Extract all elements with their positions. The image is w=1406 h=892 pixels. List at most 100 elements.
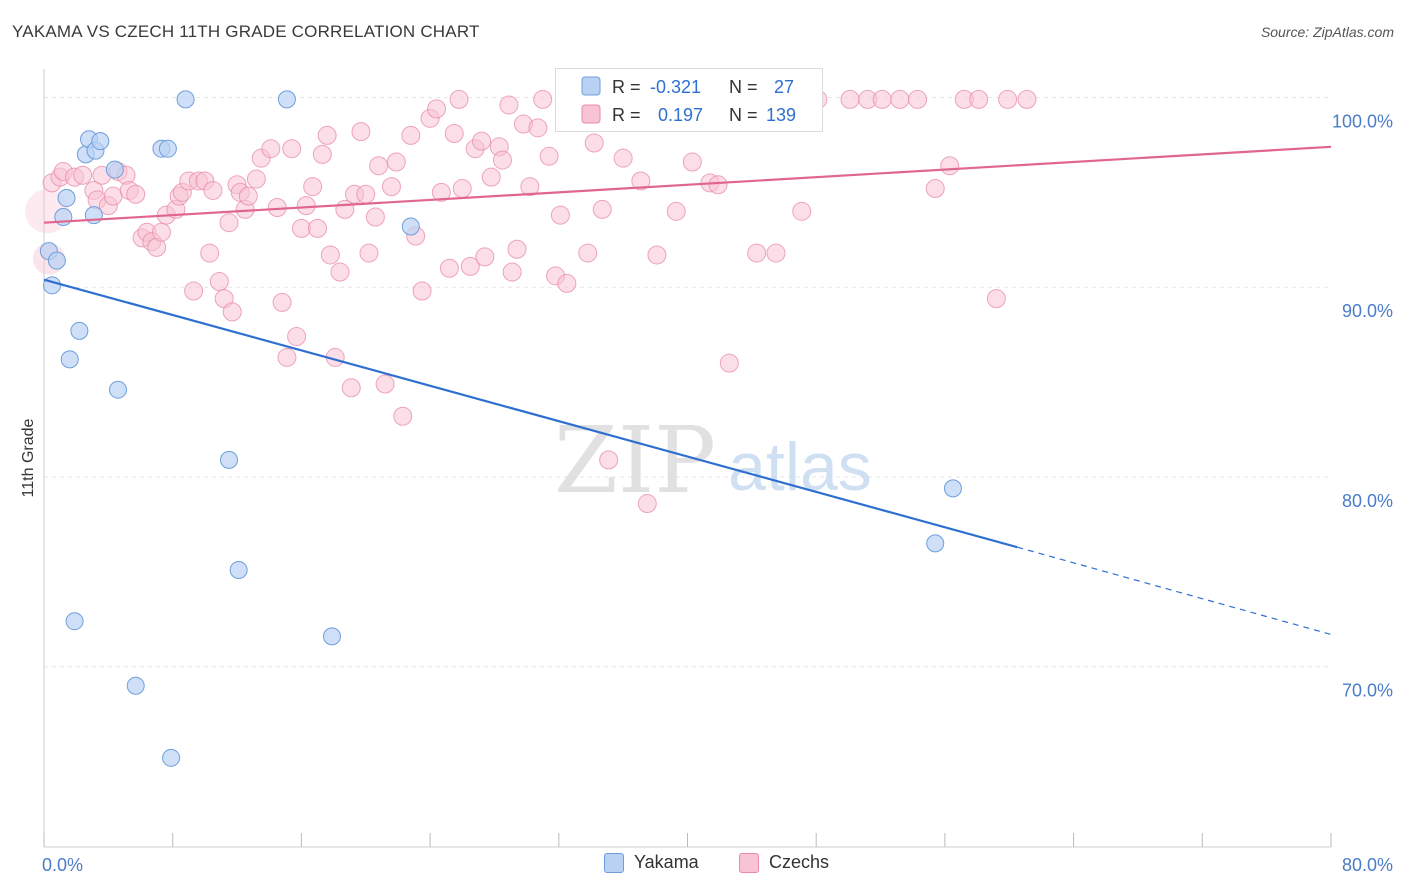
- legend-n-value-1: 27: [774, 77, 794, 97]
- czechs-points: [25, 87, 1037, 514]
- series-swatch-yakama: [604, 852, 624, 873]
- czechs-point-105: [647, 245, 667, 265]
- czechs-point-87: [520, 177, 540, 197]
- series-swatch-czechs: [739, 852, 759, 873]
- czechs-point-68: [412, 281, 432, 301]
- czechs-point-71: [431, 182, 451, 202]
- czechs-point-48: [307, 218, 327, 238]
- czechs-point-18: [151, 222, 171, 242]
- czechs-point-84: [502, 262, 522, 282]
- yakama-point-22: [322, 627, 341, 646]
- czechs-point-43: [282, 139, 302, 159]
- y-axis-label: 11th Grade: [20, 418, 37, 497]
- yakama-point-26: [926, 534, 945, 553]
- czechs-point-55: [341, 378, 361, 398]
- czechs-point-92: [550, 205, 570, 225]
- czechs-point-75: [452, 179, 472, 199]
- czechs-point-88: [528, 118, 548, 138]
- czechs-point-62: [375, 374, 395, 394]
- trend-lines: [43, 145, 1332, 636]
- czechs-point-83: [499, 95, 519, 115]
- yakama-trend-line: [43, 278, 1018, 549]
- czechs-point-65: [393, 406, 413, 426]
- czechs-point-73: [444, 124, 464, 144]
- czechs-point-74: [449, 89, 469, 109]
- legend-n-label-2: N =: [729, 105, 758, 125]
- yakama-point-10: [91, 132, 110, 151]
- series-legend-item-czechs: Czechs: [739, 852, 829, 873]
- czechs-point-90: [539, 146, 559, 166]
- czechs-point-46: [296, 196, 316, 216]
- czechs-point-98: [592, 199, 612, 219]
- series-label-yakama: Yakama: [634, 852, 699, 872]
- czechs-point-107: [666, 201, 686, 221]
- czechs-point-111: [708, 175, 728, 195]
- y-tick-label-3: 100.0%: [1332, 111, 1393, 131]
- czechs-point-24: [184, 281, 204, 301]
- yakama-point-23: [126, 676, 145, 695]
- czechs-point-51: [320, 245, 340, 265]
- czechs-point-124: [908, 89, 928, 109]
- czechs-point-108: [682, 152, 702, 172]
- czechs-point-130: [998, 89, 1018, 109]
- czechs-point-115: [747, 243, 767, 263]
- czechs-point-53: [330, 262, 350, 282]
- czechs-point-45: [291, 218, 311, 238]
- czechs-point-60: [365, 207, 385, 227]
- czechs-point-63: [381, 177, 401, 197]
- legend-r-label-2: R =: [612, 105, 641, 125]
- czechs-point-99: [599, 450, 619, 470]
- yakama-point-6: [70, 321, 89, 340]
- czechs-point-97: [584, 133, 604, 153]
- y-tick-label-2: 90.0%: [1342, 301, 1393, 321]
- series-legend-item-yakama: Yakama: [604, 852, 699, 873]
- czechs-point-101: [613, 148, 633, 168]
- czechs-point-64: [386, 152, 406, 172]
- legend-r-value-2: 0.197: [658, 105, 703, 125]
- chart-title: YAKAMA VS CZECH 11TH GRADE CORRELATION C…: [12, 22, 480, 41]
- series-label-czechs: Czechs: [769, 852, 830, 872]
- czechs-point-36: [238, 186, 258, 206]
- czechs-point-78: [472, 131, 492, 151]
- yakama-point-19: [220, 450, 239, 469]
- yakama-point-4: [57, 189, 76, 208]
- czechs-point-126: [940, 156, 960, 176]
- yakama-point-15: [158, 139, 177, 158]
- legend-n-value-2: 139: [766, 105, 796, 125]
- czechs-point-13: [126, 184, 146, 204]
- czechs-point-103: [631, 171, 651, 191]
- yakama-point-1: [47, 251, 66, 270]
- y-tick-label-1: 80.0%: [1342, 491, 1393, 511]
- czechs-point-123: [890, 89, 910, 109]
- czechs-point-49: [312, 144, 332, 164]
- yakama-points: [39, 90, 962, 767]
- czechs-point-72: [439, 258, 459, 278]
- x-tick-label-1: 80.0%: [1342, 855, 1393, 875]
- x-tick-label-0: 0.0%: [42, 855, 83, 875]
- czechs-point-50: [317, 125, 337, 145]
- czechs-point-132: [766, 243, 786, 263]
- yakama-point-20: [229, 560, 248, 579]
- czechs-point-37: [246, 169, 266, 189]
- watermark: ZIP atlas: [554, 407, 872, 514]
- czechs-point-129: [986, 289, 1006, 309]
- correlation-legend: R = -0.321 N = 27 R = 0.197 N = 139: [555, 68, 823, 132]
- axes: [43, 69, 1332, 848]
- czechs-point-112: [719, 353, 739, 373]
- yakama-trend-extension: [1017, 546, 1332, 636]
- czechs-point-96: [578, 243, 598, 263]
- czechs-point-58: [356, 184, 376, 204]
- czechs-point-42: [277, 347, 297, 367]
- yakama-point-25: [943, 479, 962, 498]
- watermark-zip: ZIP: [554, 407, 716, 514]
- czechs-point-125: [925, 179, 945, 199]
- czechs-point-44: [287, 327, 307, 347]
- czechs-point-66: [401, 125, 421, 145]
- czechs-point-59: [359, 243, 379, 263]
- czechs-point-122: [872, 89, 892, 109]
- yakama-point-24: [162, 748, 181, 767]
- czechs-point-28: [203, 180, 223, 200]
- czechs-point-131: [1017, 89, 1037, 109]
- yakama-point-5: [60, 350, 79, 369]
- y-tick-labels: 70.0% 80.0% 90.0% 100.0%: [1332, 111, 1393, 700]
